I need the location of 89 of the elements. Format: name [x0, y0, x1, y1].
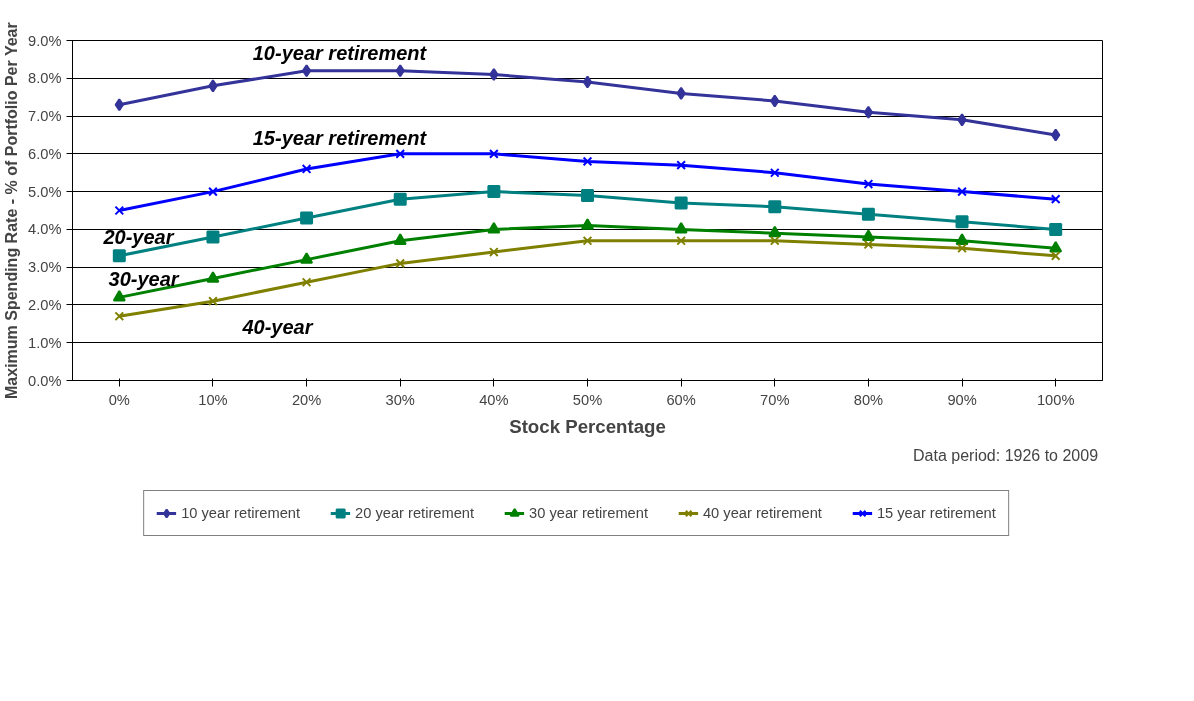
x-tick-label: 40%	[479, 391, 509, 408]
point	[300, 211, 314, 225]
point	[676, 235, 687, 246]
point	[861, 229, 875, 242]
point	[487, 222, 501, 234]
point	[114, 98, 124, 112]
point	[674, 222, 688, 234]
point	[861, 207, 875, 221]
point	[395, 258, 406, 269]
x-axis-title: Stock Percentage	[509, 415, 666, 437]
point	[957, 243, 967, 254]
point	[1051, 128, 1061, 142]
point	[301, 164, 312, 174]
point	[301, 64, 312, 78]
point	[488, 148, 499, 159]
point	[395, 64, 405, 78]
point	[114, 311, 125, 322]
legend-label: 30 year retirement	[529, 505, 648, 521]
point	[770, 94, 780, 108]
x-tick-label: 90%	[947, 391, 977, 408]
annotation: 20-year	[102, 225, 175, 248]
point	[206, 230, 220, 244]
point	[582, 156, 593, 167]
legend-label: 20 year retirement	[355, 505, 475, 521]
point	[957, 186, 967, 197]
point	[488, 247, 499, 257]
point	[863, 239, 874, 250]
point	[676, 86, 686, 100]
point	[581, 188, 594, 202]
point	[487, 185, 501, 199]
point	[768, 200, 782, 214]
legend-label: 15 year retirement	[876, 505, 996, 521]
point	[1049, 240, 1063, 253]
legend-label: 40 year retirement	[702, 505, 822, 521]
y-tick-label: 1.0%	[28, 334, 62, 351]
x-tick-label: 0%	[108, 391, 130, 408]
point	[208, 296, 218, 307]
annotation: 15-year retirement	[252, 127, 428, 150]
y-tick-label: 9.0%	[28, 32, 62, 49]
y-axis-title: Maximum Spending Rate - % of Portfolio Per Year	[3, 22, 21, 399]
x-tick-label: 60%	[666, 391, 696, 408]
y-tick-label: 5.0%	[28, 183, 62, 200]
point	[300, 252, 314, 264]
point	[208, 186, 218, 197]
point	[1050, 194, 1061, 205]
point	[863, 179, 874, 189]
x-tick-label: 30%	[385, 391, 415, 408]
point	[489, 68, 499, 81]
point	[955, 233, 969, 245]
annotation: 10-year retirement	[252, 42, 428, 65]
point	[1049, 222, 1063, 236]
x-tick-label: 100%	[1036, 391, 1075, 408]
point	[582, 235, 593, 246]
y-tick-label: 4.0%	[28, 221, 62, 238]
point	[957, 113, 967, 127]
point	[206, 271, 220, 283]
point	[393, 233, 407, 245]
point	[301, 277, 312, 288]
point	[769, 167, 780, 178]
y-tick-label: 7.0%	[28, 108, 62, 125]
point	[674, 196, 688, 210]
point	[112, 290, 126, 302]
point	[1050, 250, 1061, 261]
annotation: 40-year	[241, 316, 314, 338]
point	[114, 205, 125, 216]
annotation: 30-year	[108, 268, 180, 291]
point	[863, 105, 874, 119]
x-tick-label: 70%	[760, 391, 790, 408]
point	[676, 160, 687, 171]
x-tick-label: 50%	[572, 391, 603, 408]
y-tick-label: 6.0%	[28, 145, 62, 162]
y-tick-label: 2.0%	[28, 296, 62, 313]
legend-label: 10 year retirement	[181, 505, 301, 521]
point	[393, 192, 407, 206]
point	[208, 79, 218, 93]
y-tick-label: 8.0%	[28, 70, 62, 87]
x-tick-label: 20%	[291, 391, 322, 408]
y-tick-label: 3.0%	[28, 259, 62, 276]
text: Data period: 1926 to 2009	[913, 446, 1099, 464]
point	[112, 249, 126, 263]
x-tick-label: 10%	[198, 391, 228, 408]
point	[769, 235, 780, 246]
point	[582, 75, 593, 89]
y-tick-label: 0.0%	[28, 372, 62, 389]
point	[395, 148, 406, 159]
point	[581, 218, 594, 230]
point	[768, 225, 782, 238]
x-tick-label: 80%	[853, 391, 884, 408]
point	[955, 215, 969, 229]
